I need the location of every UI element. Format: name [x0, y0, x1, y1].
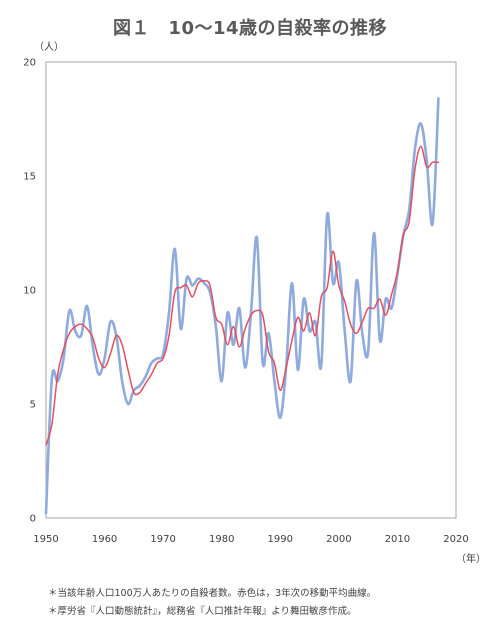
x-tick-label: 1960: [92, 534, 117, 545]
series-line-raw: [44, 97, 440, 515]
chart-title: 図１ 10～14歳の自殺率の推移: [112, 18, 388, 39]
plot-area-frame: [45, 61, 457, 519]
y-tick-label: 20: [23, 58, 36, 69]
x-tick-label: 1990: [268, 534, 293, 545]
y-axis-label: （人）: [34, 41, 64, 53]
footnotes: ＊当該年齢人口100万人あたりの自殺者数。赤色は，3年次の移動平均曲線。 ＊厚労…: [48, 585, 488, 621]
y-tick-label: 0: [30, 514, 36, 525]
x-tick-label: 2010: [385, 534, 410, 545]
x-tick-label: 2020: [443, 534, 468, 545]
x-tick-label: 1950: [33, 534, 58, 545]
y-axis-ticks: 0 5 10 15 20: [23, 58, 36, 525]
x-axis-ticks: 1950 1960 1970 1980 1990 2000 2010 2020: [33, 534, 468, 545]
y-tick-label: 5: [30, 400, 36, 411]
y-tick-label: 15: [23, 172, 36, 183]
x-tick-label: 1970: [150, 534, 175, 545]
footnote-2: ＊厚労省『人口動態統計』，総務省『人口推計年報』より舞田敏彦作成。: [48, 606, 357, 617]
series-layer: [44, 97, 440, 515]
footnote-1: ＊当該年齢人口100万人あたりの自殺者数。赤色は，3年次の移動平均曲線。: [48, 588, 377, 599]
x-axis-label: （年）: [456, 552, 486, 565]
series-line-smoothed: [45, 145, 440, 446]
x-tick-label: 1980: [209, 534, 234, 545]
x-tick-label: 2000: [326, 534, 351, 545]
y-tick-label: 10: [23, 286, 36, 297]
